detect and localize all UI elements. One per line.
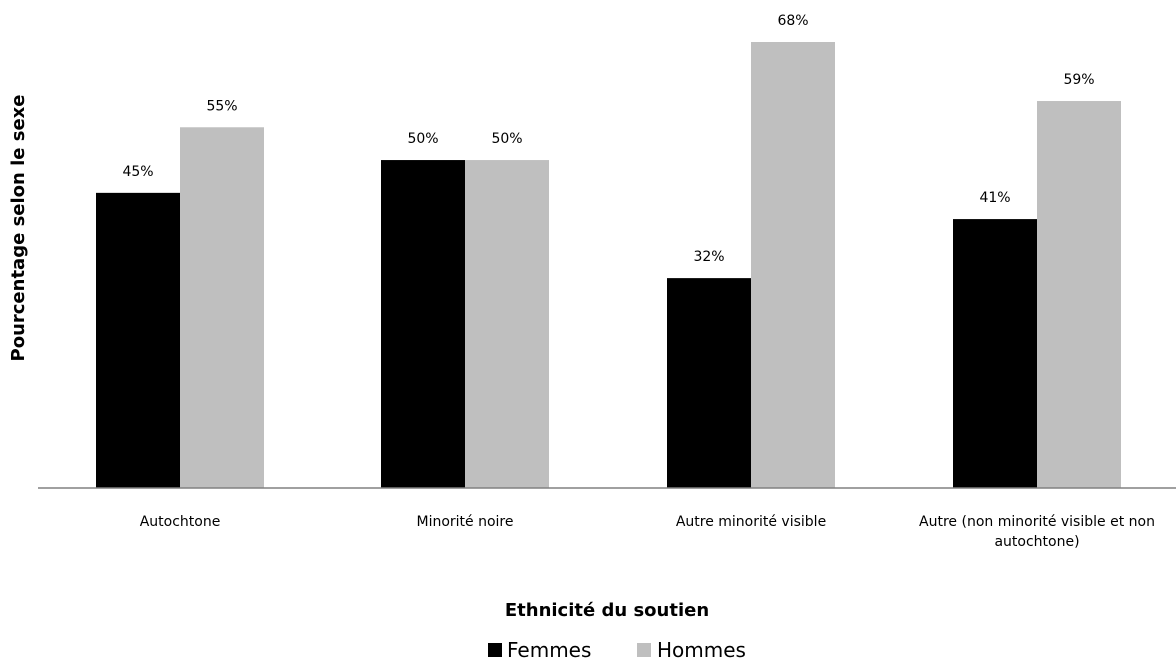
legend-label-hommes: Hommes: [657, 638, 746, 660]
data-labels-group: 45% 55% 50% 50% 32% 68% 41% 59%: [122, 13, 1094, 265]
y-axis-title: Pourcentage selon le sexe: [8, 95, 29, 362]
legend-swatch-femmes: [488, 643, 502, 657]
legend-swatch-hommes: [637, 643, 651, 657]
data-label-femmes-2: 50%: [407, 131, 438, 147]
legend-label-femmes: Femmes: [507, 638, 591, 660]
x-axis-title: Ethnicité du soutien: [505, 600, 709, 621]
bar-femmes-4: [953, 219, 1037, 488]
bar-femmes-2: [381, 160, 465, 488]
legend-item-hommes: Hommes: [637, 638, 746, 660]
x-tick-label-4: Autre (non minorité visible et non autoch…: [919, 514, 1155, 550]
bar-hommes-2: [465, 160, 549, 488]
data-label-femmes-4: 41%: [979, 190, 1010, 206]
x-tick-labels-group: Autochtone Minorité noire Autre minorité v…: [140, 514, 1155, 550]
x-tick-label-3: Autre minorité visible: [676, 514, 826, 530]
x-tick-label-1: Autochtone: [140, 514, 221, 530]
data-label-femmes-1: 45%: [122, 164, 153, 180]
legend-item-femmes: Femmes: [488, 638, 591, 660]
data-label-hommes-3: 68%: [777, 13, 808, 29]
bar-hommes-1: [180, 127, 264, 488]
data-label-hommes-4: 59%: [1063, 72, 1094, 88]
bar-hommes-3: [751, 42, 835, 488]
bar-femmes-3: [667, 278, 751, 488]
data-label-hommes-2: 50%: [491, 131, 522, 147]
data-label-femmes-3: 32%: [693, 249, 724, 265]
bars-group: [96, 42, 1121, 488]
legend: Femmes Hommes: [488, 638, 746, 660]
bar-hommes-4: [1037, 101, 1121, 488]
data-label-hommes-1: 55%: [206, 98, 237, 114]
bar-femmes-1: [96, 192, 180, 488]
x-tick-label-2: Minorité noire: [417, 514, 514, 530]
